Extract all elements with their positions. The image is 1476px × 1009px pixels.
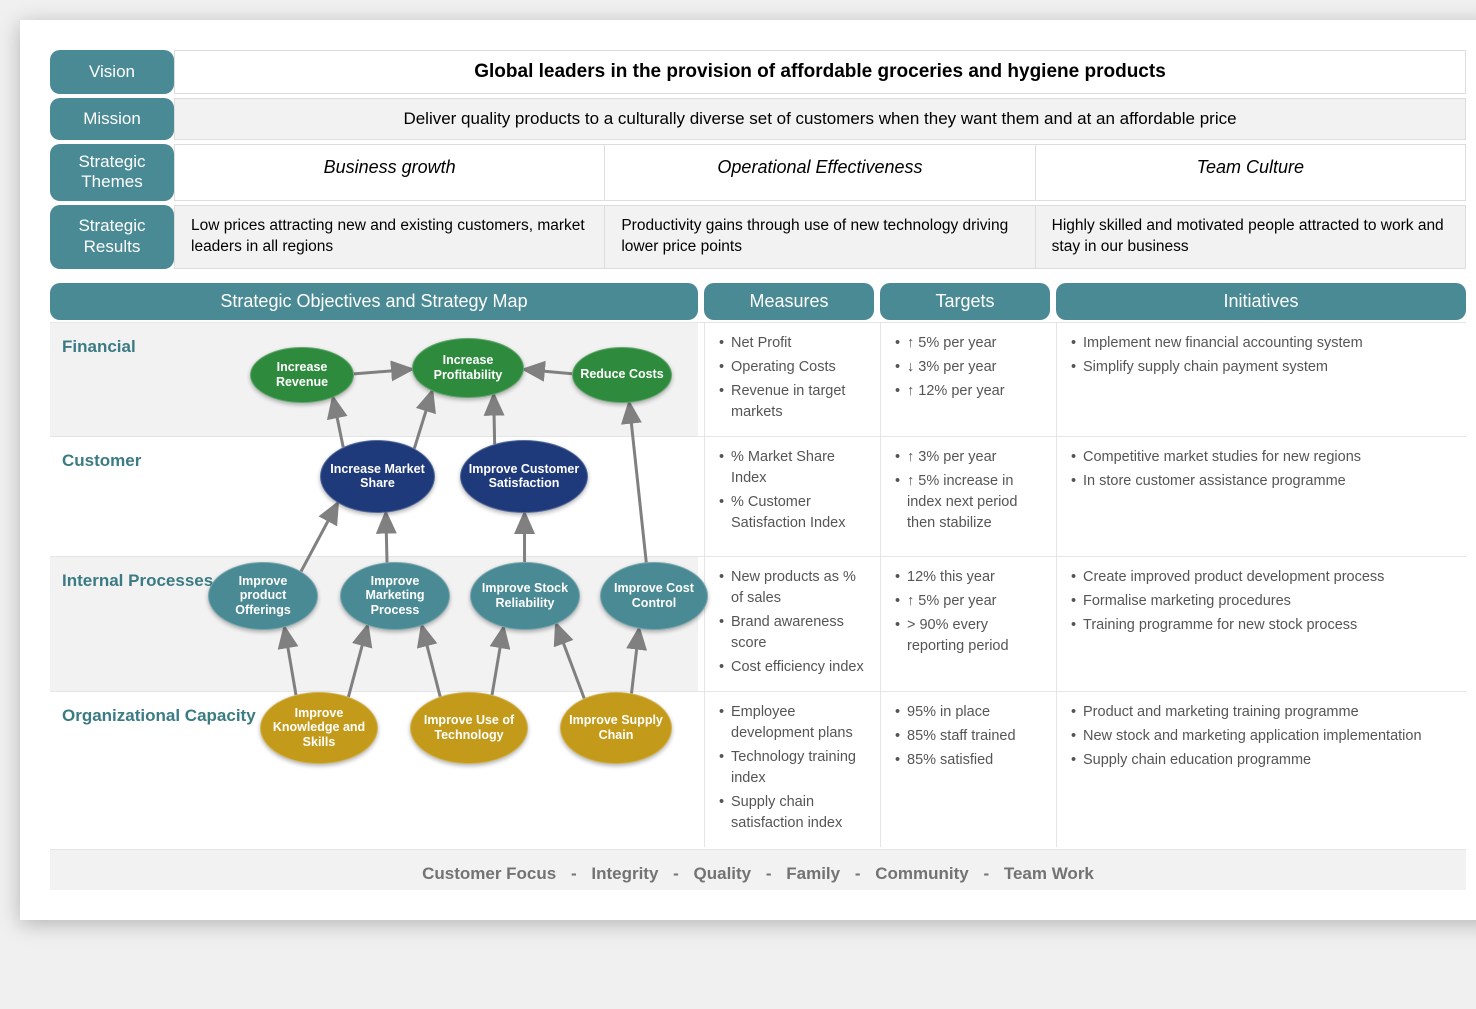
- cell-measures: Employee development plansTechnology tra…: [704, 692, 874, 847]
- list-item: Supply chain education programme: [1071, 750, 1458, 771]
- cell-initiatives: Create improved product development proc…: [1056, 557, 1466, 691]
- list-item: ↑ 5% increase in index next period then …: [895, 471, 1042, 534]
- themes-label: Strategic Themes: [50, 144, 174, 201]
- list-item: Create improved product development proc…: [1071, 567, 1458, 588]
- perspective-label: Financial: [60, 333, 688, 357]
- list-item: Technology training index: [719, 747, 866, 789]
- theme-cell: Team Culture: [1036, 144, 1466, 201]
- perspective-label: Internal Processes: [60, 567, 688, 591]
- value-item: Family: [786, 864, 840, 883]
- list-item: % Market Share Index: [719, 447, 866, 489]
- list-item: 12% this year: [895, 567, 1042, 588]
- mission-row: Mission Deliver quality products to a cu…: [50, 98, 1466, 140]
- col-header-targets: Targets: [880, 283, 1050, 320]
- cell-targets: 12% this year ↑ 5% per year > 90% every re…: [880, 557, 1050, 691]
- list-item: Brand awareness score: [719, 612, 866, 654]
- separator: -: [566, 864, 581, 883]
- column-headers: Strategic Objectives and Strategy Map Me…: [50, 283, 1466, 320]
- col-header-measures: Measures: [704, 283, 874, 320]
- cell-targets: ↑ 5% per year ↓ 3% per year ↑ 12% per year: [880, 323, 1050, 436]
- list-item: Implement new financial accounting syste…: [1071, 333, 1458, 354]
- list-item: Formalise marketing procedures: [1071, 591, 1458, 612]
- col-header-map: Strategic Objectives and Strategy Map: [50, 283, 698, 320]
- list-item: ↑ 3% per year: [895, 447, 1042, 468]
- list-item: Operating Costs: [719, 357, 866, 378]
- col-header-initiatives: Initiatives: [1056, 283, 1466, 320]
- cell-measures: New products as % of salesBrand awarenes…: [704, 557, 874, 691]
- vision-row: Vision Global leaders in the provision o…: [50, 50, 1466, 94]
- list-item: Employee development plans: [719, 702, 866, 744]
- list-item: New stock and marketing application impl…: [1071, 726, 1458, 747]
- perspective-label: Organizational Capacity: [60, 702, 688, 726]
- map-cell: Organizational Capacity: [50, 692, 698, 847]
- list-item: Training programme for new stock process: [1071, 615, 1458, 636]
- theme-cell: Business growth: [174, 144, 605, 201]
- list-item: Net Profit: [719, 333, 866, 354]
- value-item: Team Work: [1004, 864, 1094, 883]
- mission-label: Mission: [50, 98, 174, 140]
- vision-label: Vision: [50, 50, 174, 94]
- perspective-label: Customer: [60, 447, 688, 471]
- separator: -: [850, 864, 865, 883]
- vision-text: Global leaders in the provision of affor…: [174, 50, 1466, 94]
- cell-targets: ↑ 3% per year ↑ 5% increase in index next…: [880, 437, 1050, 556]
- map-cell: Customer: [50, 437, 698, 556]
- list-item: Simplify supply chain payment system: [1071, 357, 1458, 378]
- map-cell: Internal Processes: [50, 557, 698, 691]
- list-item: In store customer assistance programme: [1071, 471, 1458, 492]
- cell-measures: Net Profit Operating Costs Revenue in targ…: [704, 323, 874, 436]
- map-cell: Financial: [50, 323, 698, 436]
- value-item: Customer Focus: [422, 864, 556, 883]
- mission-text: Deliver quality products to a culturally…: [174, 98, 1466, 140]
- results-row: Strategic Results Low prices attracting …: [50, 205, 1466, 269]
- value-item: Quality: [694, 864, 752, 883]
- list-item: Cost efficiency index: [719, 657, 866, 678]
- results-cells: Low prices attracting new and existing c…: [174, 205, 1466, 269]
- list-item: ↑ 5% per year: [895, 333, 1042, 354]
- value-item: Integrity: [591, 864, 658, 883]
- list-item: Revenue in target markets: [719, 381, 866, 423]
- cell-initiatives: Competitive market studies for new regio…: [1056, 437, 1466, 556]
- themes-row: Strategic Themes Business growth Operati…: [50, 144, 1466, 201]
- perspective-row: Organizational Capacity Employee developm…: [50, 691, 1466, 847]
- cell-initiatives: Product and marketing training programme…: [1056, 692, 1466, 847]
- main-grid: Strategic Objectives and Strategy Map Me…: [50, 283, 1466, 890]
- cell-targets: 95% in place 85% staff trained 85% satisfi…: [880, 692, 1050, 847]
- perspective-row: Customer % Market Share Index% Customer S…: [50, 436, 1466, 556]
- list-item: 85% satisfied: [895, 750, 1042, 771]
- list-item: ↑ 12% per year: [895, 381, 1042, 402]
- result-cell: Low prices attracting new and existing c…: [174, 205, 605, 269]
- list-item: % Customer Satisfaction Index: [719, 492, 866, 534]
- list-item: > 90% every reporting period: [895, 615, 1042, 657]
- result-cell: Highly skilled and motivated people attr…: [1036, 205, 1466, 269]
- themes-cells: Business growth Operational Effectivenes…: [174, 144, 1466, 201]
- perspectives: Financial Net Profit Operating Costs Revenu…: [50, 322, 1466, 847]
- list-item: Supply chain satisfaction index: [719, 792, 866, 834]
- list-item: Product and marketing training programme: [1071, 702, 1458, 723]
- perspective-row: Financial Net Profit Operating Costs Revenu…: [50, 322, 1466, 436]
- list-item: Competitive market studies for new regio…: [1071, 447, 1458, 468]
- list-item: 95% in place: [895, 702, 1042, 723]
- separator: -: [668, 864, 683, 883]
- perspective-row: Internal Processes New products as % of s…: [50, 556, 1466, 691]
- separator: -: [979, 864, 994, 883]
- cell-measures: % Market Share Index% Customer Satisfact…: [704, 437, 874, 556]
- strategy-map-page: Vision Global leaders in the provision o…: [20, 20, 1476, 920]
- separator: -: [761, 864, 776, 883]
- theme-cell: Operational Effectiveness: [605, 144, 1035, 201]
- list-item: 85% staff trained: [895, 726, 1042, 747]
- results-label: Strategic Results: [50, 205, 174, 269]
- list-item: ↓ 3% per year: [895, 357, 1042, 378]
- result-cell: Productivity gains through use of new te…: [605, 205, 1035, 269]
- cell-initiatives: Implement new financial accounting syste…: [1056, 323, 1466, 436]
- value-item: Community: [875, 864, 969, 883]
- list-item: New products as % of sales: [719, 567, 866, 609]
- footer-values: Customer Focus - Integrity - Quality - F…: [50, 849, 1466, 890]
- list-item: ↑ 5% per year: [895, 591, 1042, 612]
